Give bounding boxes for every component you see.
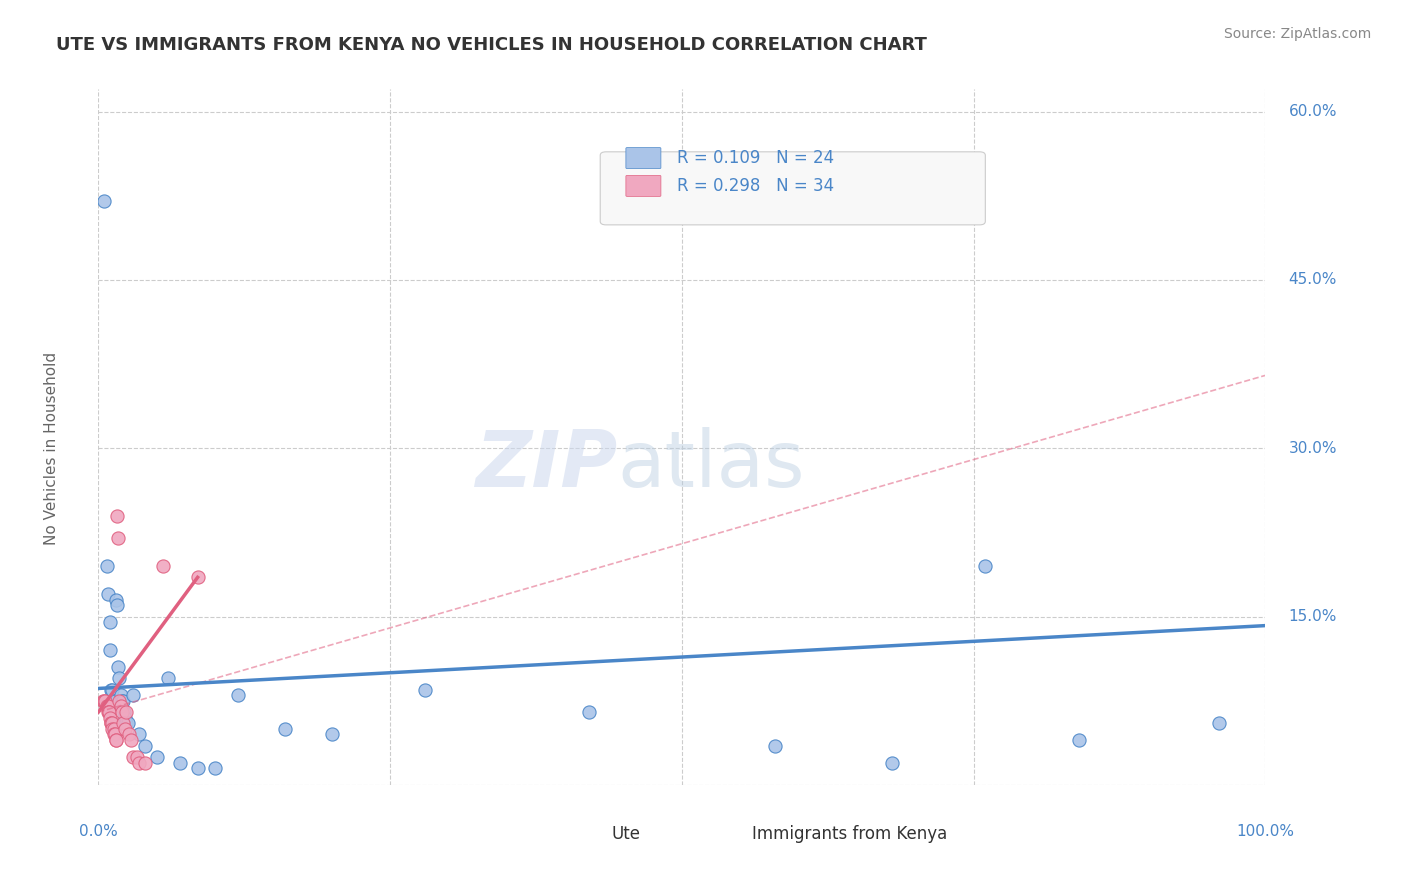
Point xyxy=(104,727,127,741)
Point xyxy=(100,716,122,731)
Point xyxy=(115,705,138,719)
Point xyxy=(101,716,124,731)
Point xyxy=(152,559,174,574)
Text: 0.0%: 0.0% xyxy=(79,824,118,839)
Point xyxy=(1208,716,1230,731)
Point xyxy=(134,739,156,753)
Point xyxy=(117,716,139,731)
FancyBboxPatch shape xyxy=(626,148,661,169)
Point xyxy=(880,756,903,770)
Point xyxy=(104,694,127,708)
Point xyxy=(118,727,141,741)
Point xyxy=(103,727,125,741)
Point xyxy=(1067,733,1090,747)
Point xyxy=(97,705,120,719)
Point xyxy=(974,559,997,574)
Point xyxy=(107,531,129,545)
Point xyxy=(110,699,132,714)
Text: Source: ZipAtlas.com: Source: ZipAtlas.com xyxy=(1223,27,1371,41)
Point xyxy=(91,694,114,708)
Point xyxy=(187,570,209,584)
Point xyxy=(96,699,118,714)
Point xyxy=(111,705,134,719)
Point xyxy=(104,733,127,747)
Point xyxy=(111,694,134,708)
Point xyxy=(321,727,343,741)
Point xyxy=(763,739,786,753)
Point xyxy=(146,750,169,764)
Point xyxy=(98,615,121,630)
Point xyxy=(228,688,250,702)
Text: 30.0%: 30.0% xyxy=(1289,441,1337,456)
Point xyxy=(115,716,138,731)
Point xyxy=(413,682,436,697)
Point xyxy=(157,671,180,685)
Point xyxy=(98,643,121,657)
Point xyxy=(97,587,120,601)
Point xyxy=(98,711,121,725)
Point xyxy=(97,705,120,719)
Point xyxy=(125,750,148,764)
Text: 100.0%: 100.0% xyxy=(1236,824,1295,839)
Text: atlas: atlas xyxy=(617,427,806,503)
Point xyxy=(101,682,124,697)
FancyBboxPatch shape xyxy=(600,152,986,225)
Text: 45.0%: 45.0% xyxy=(1289,272,1337,287)
Point xyxy=(134,756,156,770)
FancyBboxPatch shape xyxy=(704,824,740,845)
FancyBboxPatch shape xyxy=(564,824,599,845)
Point xyxy=(103,694,125,708)
Point xyxy=(187,761,209,775)
Point xyxy=(111,716,134,731)
Text: Immigrants from Kenya: Immigrants from Kenya xyxy=(752,825,948,843)
Point xyxy=(103,722,125,736)
Point xyxy=(100,716,122,731)
Text: 15.0%: 15.0% xyxy=(1289,609,1337,624)
Point xyxy=(105,599,128,613)
Point xyxy=(114,711,136,725)
Point xyxy=(105,508,128,523)
Text: R = 0.109   N = 24: R = 0.109 N = 24 xyxy=(678,149,834,167)
Point xyxy=(128,756,150,770)
Point xyxy=(128,727,150,741)
Point xyxy=(94,694,117,708)
Point xyxy=(108,671,131,685)
Point xyxy=(97,705,120,719)
Text: ZIP: ZIP xyxy=(475,427,617,503)
Point xyxy=(578,705,600,719)
Point xyxy=(122,750,145,764)
Text: Ute: Ute xyxy=(612,825,641,843)
Point xyxy=(97,699,120,714)
Point xyxy=(122,688,145,702)
Point xyxy=(100,682,122,697)
Point xyxy=(101,722,124,736)
Point xyxy=(104,733,127,747)
Point xyxy=(120,733,142,747)
Point xyxy=(274,722,297,736)
Text: 60.0%: 60.0% xyxy=(1289,104,1337,120)
Point xyxy=(114,722,136,736)
Text: R = 0.298   N = 34: R = 0.298 N = 34 xyxy=(678,177,834,195)
Point xyxy=(169,756,191,770)
Point xyxy=(93,194,115,209)
Point xyxy=(110,688,132,702)
Point xyxy=(112,705,135,719)
FancyBboxPatch shape xyxy=(626,176,661,196)
Point xyxy=(204,761,226,775)
Point xyxy=(104,592,127,607)
Text: No Vehicles in Household: No Vehicles in Household xyxy=(44,351,59,545)
Point xyxy=(93,694,115,708)
Point xyxy=(96,559,118,574)
Point xyxy=(108,694,131,708)
Point xyxy=(111,694,134,708)
Text: UTE VS IMMIGRANTS FROM KENYA NO VEHICLES IN HOUSEHOLD CORRELATION CHART: UTE VS IMMIGRANTS FROM KENYA NO VEHICLES… xyxy=(56,36,927,54)
Point xyxy=(107,660,129,674)
